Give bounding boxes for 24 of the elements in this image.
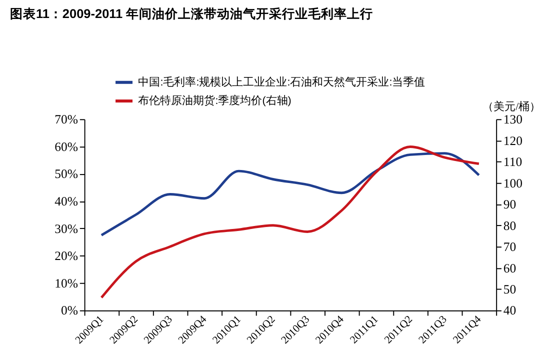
y2-tick-label: 50 xyxy=(503,282,516,297)
y-tick-label: 60% xyxy=(54,140,78,154)
y2-tick-label: 130 xyxy=(503,112,523,127)
y-tick-label: 40% xyxy=(54,194,78,208)
chart-title: 图表11：2009-2011 年间油价上涨带动油气开采行业毛利率上行 xyxy=(10,6,374,22)
y2-axis-title: （美元/桶） xyxy=(482,100,541,113)
y-tick-label: 20% xyxy=(54,249,78,264)
line-series xyxy=(100,146,480,299)
y-tick-label: 30% xyxy=(54,222,78,236)
y-tick-label: 10% xyxy=(54,276,78,290)
y-tick-label: 70% xyxy=(54,112,78,127)
legend-label: 布伦特原油期货:季度均价(右轴) xyxy=(138,94,292,107)
y-tick-label: 50% xyxy=(54,167,78,182)
y2-tick-label: 80 xyxy=(503,218,516,233)
y2-tick-label: 40 xyxy=(503,304,516,318)
line-series xyxy=(100,152,480,236)
y-tick-label: 0% xyxy=(60,304,78,318)
y2-tick-label: 110 xyxy=(503,155,522,170)
y2-tick-label: 100 xyxy=(503,176,523,190)
y2-tick-label: 70 xyxy=(503,240,516,254)
y2-tick-label: 120 xyxy=(503,134,523,148)
y2-tick-label: 90 xyxy=(503,198,516,212)
legend-label: 中国:毛利率:规模以上工业企业:石油和天然气开采业:当季值 xyxy=(138,75,426,88)
y2-tick-label: 60 xyxy=(503,261,516,276)
